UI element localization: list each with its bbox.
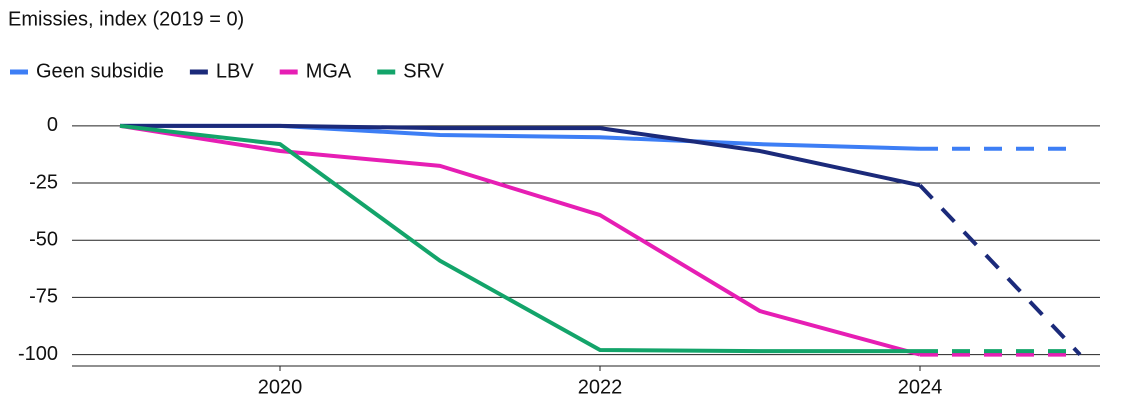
- legend-label: LBV: [216, 60, 254, 82]
- y-tick-label: -100: [18, 343, 58, 365]
- x-tick-label: 2022: [578, 376, 623, 398]
- legend-label: SRV: [403, 60, 444, 82]
- line: [119, 123, 920, 354]
- x-tick-label: 2020: [258, 376, 303, 398]
- legend-label: Geen subsidie: [36, 60, 164, 82]
- y-tick-label: -75: [29, 286, 58, 308]
- x-tick-label: 2024: [898, 376, 943, 398]
- chart-title: Emissies, index (2019 = 0): [8, 8, 244, 30]
- y-tick-label: 0: [47, 114, 58, 136]
- legend-label: MGA: [306, 60, 352, 82]
- line: [120, 123, 921, 188]
- line-projection: [918, 183, 1082, 356]
- y-tick-label: -25: [29, 171, 58, 193]
- y-tick-label: -50: [29, 228, 58, 250]
- line: [119, 123, 921, 357]
